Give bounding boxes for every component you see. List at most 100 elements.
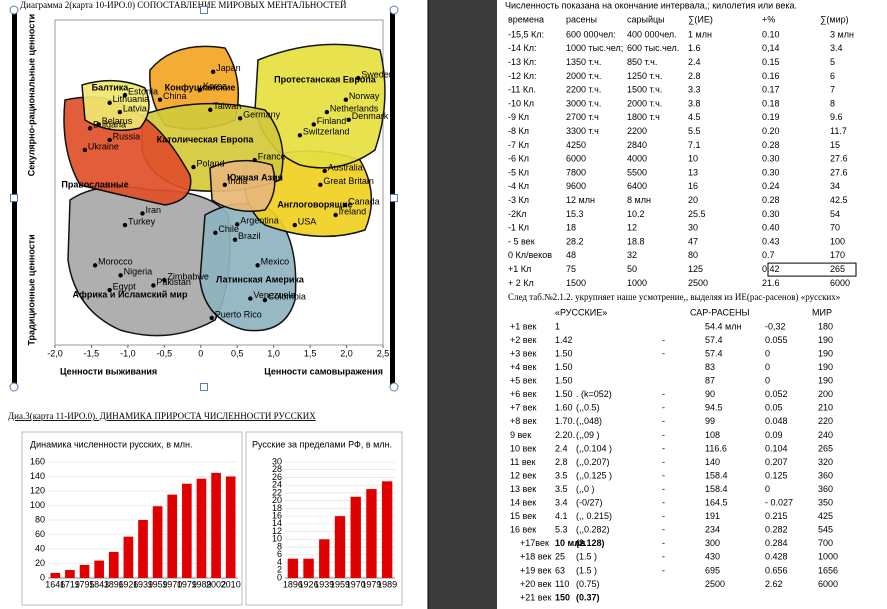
- x-tick-label: -2,0: [47, 348, 63, 358]
- table-cell: 200: [818, 389, 833, 399]
- table-cell: 0.43: [762, 236, 780, 246]
- table-cell: +20 век: [520, 579, 551, 589]
- table-cell: +7 век: [510, 403, 536, 413]
- x-tick-label: 1939: [314, 579, 334, 589]
- selection-handle: [9, 382, 19, 392]
- table-cell: 0.055: [765, 335, 788, 345]
- bar: [211, 472, 221, 578]
- table-cell: 0.207: [765, 457, 788, 467]
- x-tick-label: 1970: [346, 579, 366, 589]
- table-cell: 80: [688, 250, 698, 260]
- table-cell: 0.15: [762, 57, 780, 67]
- y-tick-label: 20: [272, 495, 282, 505]
- x-tick-label: 1989: [377, 579, 397, 589]
- table-cell: 25: [555, 552, 565, 562]
- table-cell: 4000: [627, 154, 647, 164]
- point-label: Germany: [243, 110, 281, 120]
- data-point: [342, 202, 348, 208]
- table-cell: 10.2: [627, 209, 645, 219]
- table-cell: -: [662, 457, 665, 467]
- table-cell: -8 Кл: [508, 126, 529, 136]
- table-cell: 0.10: [762, 29, 780, 39]
- table-cell: 27.6: [830, 154, 848, 164]
- table-cell: 13 век: [510, 484, 536, 494]
- table-cell: 1656: [818, 565, 838, 575]
- table-cell: 87: [705, 376, 715, 386]
- x-tick-label: 1795: [75, 579, 95, 589]
- table-cell: 360: [818, 484, 833, 494]
- point-label: Ireland: [339, 206, 367, 216]
- data-point: [140, 211, 145, 216]
- table-cell: 0.215: [765, 511, 788, 521]
- x-tick-label: 0,5: [231, 348, 244, 358]
- selection-handle: [389, 382, 399, 392]
- table-cell: 9 век: [510, 430, 531, 440]
- data-point: [297, 133, 303, 138]
- table-cell: -: [662, 484, 665, 494]
- point-label: Bulgaria: [93, 120, 126, 130]
- table-cell: 180: [818, 321, 833, 331]
- table-cell: 0.19: [762, 112, 780, 122]
- data-point: [248, 296, 253, 301]
- table-cell: 0: [765, 348, 770, 358]
- point-label: Japan: [216, 63, 241, 73]
- data-point: [92, 263, 98, 268]
- table-cell: 2200: [627, 126, 647, 136]
- table-cell: (,,09 ): [576, 430, 600, 440]
- data-point: [117, 109, 123, 115]
- point-label: Lithuania: [113, 94, 150, 104]
- table-cell: 11 век: [510, 457, 536, 467]
- point-label: Taiwan: [213, 101, 241, 111]
- table-cell: 3.5: [555, 470, 568, 480]
- point-label: Korea: [203, 81, 227, 91]
- data-point: [222, 182, 228, 188]
- y-tick-label: 80: [35, 514, 45, 524]
- table-cell: -2Кл: [508, 209, 527, 219]
- table-cell: (,,0.104 ): [576, 443, 612, 453]
- table-cell: 300: [705, 538, 720, 548]
- table-cell: 265: [830, 264, 845, 274]
- table-cell: 0.05: [765, 403, 783, 413]
- y-tick-label: 14: [272, 518, 282, 528]
- table-cell: 3.4: [830, 43, 843, 53]
- table-cell: 42.5: [830, 195, 848, 205]
- x-tick-label: 1939: [133, 579, 153, 589]
- table-cell: (,,048): [576, 416, 602, 426]
- table-cell: 0.30: [762, 209, 780, 219]
- table-cell: 1.60: [555, 403, 573, 413]
- table-cell: 0.104: [765, 443, 788, 453]
- table-cell: (,,0.282): [576, 525, 610, 535]
- table-cell: -: [662, 565, 665, 575]
- table-cell: 100: [830, 236, 845, 246]
- table-cell: -11 Кл.: [508, 85, 536, 95]
- table-cell: 2840: [627, 140, 647, 150]
- table-cell: 695: [705, 565, 720, 575]
- point-label: France: [258, 151, 286, 161]
- table-cell: 7.1: [688, 140, 701, 150]
- table-cell: 0.40: [762, 223, 780, 233]
- x-tick-label: 1979: [177, 579, 197, 589]
- table-cell: 190: [818, 348, 833, 358]
- plot-frame: [54, 19, 384, 346]
- highlight-box: [767, 262, 857, 277]
- table-cell: 0: [765, 484, 770, 494]
- y-tick-label: 26: [272, 472, 282, 482]
- table-cell: 158.4: [705, 470, 728, 480]
- table-cell: - 5 век: [508, 236, 535, 246]
- table-cell: 5500: [627, 167, 647, 177]
- table-cell: 2700 т.ч: [566, 112, 599, 122]
- table-cell: 7800: [566, 167, 586, 177]
- table-cell: +5 век: [510, 376, 536, 386]
- table-cell: 1.50: [555, 389, 573, 399]
- bar: [94, 560, 104, 578]
- table-header: сарыйцы: [627, 14, 665, 24]
- table-cell: 10 млн: [555, 538, 585, 548]
- bar: [152, 506, 163, 578]
- table-header: «РУССКИЕ»: [555, 307, 607, 317]
- data-point: [252, 157, 257, 163]
- bar: [108, 551, 119, 578]
- table-cell: 2.20.: [555, 430, 575, 440]
- table-cell: 3000 т.ч.: [566, 98, 601, 108]
- x-tick-label: -0,5: [157, 348, 173, 358]
- table-cell: 0.428: [765, 552, 788, 562]
